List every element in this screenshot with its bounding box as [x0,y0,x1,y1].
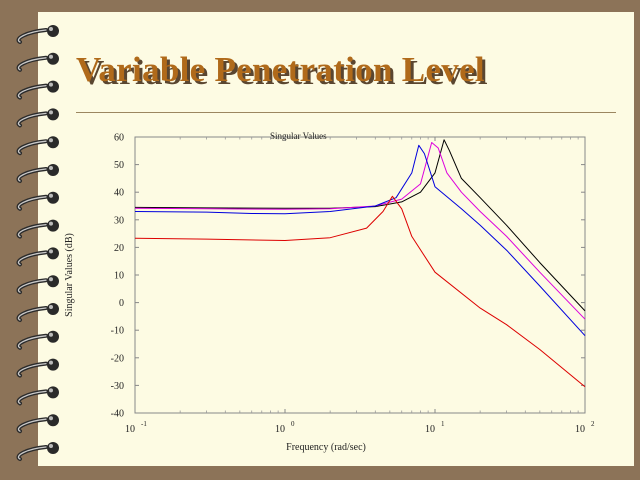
y-tick-label: 40 [114,188,124,199]
binding-coil [16,52,59,72]
y-axis-label: Singular Values (dB) [64,233,75,317]
y-tick-label: -30 [111,381,124,392]
x-tick-label: 10 [575,424,585,435]
x-tick-label: 10 [125,424,135,435]
chart-title: Singular Values [270,131,327,141]
y-tick-label: 10 [114,271,124,282]
y-tick-label: 30 [114,215,124,226]
binding-coil [16,247,59,267]
x-tick-label: 10 [425,424,435,435]
spiral-binding [16,25,59,461]
slide-background [38,12,634,466]
slide-title: Variable Penetration Level [76,50,485,89]
binding-coil [16,191,59,211]
series-line-4 [134,195,586,388]
binding-coil [16,164,59,183]
binding-coil [16,275,59,295]
y-tick-label: -10 [111,326,124,337]
binding-coil [16,414,59,434]
y-tick-label: -40 [111,409,124,420]
binding-coil [16,80,59,100]
x-tick-exponent: -1 [141,420,147,428]
y-tick-label: -20 [111,353,124,364]
binding-coil [16,303,59,322]
plot-area [134,136,586,414]
y-tick-label: 50 [114,160,124,171]
binding-coil [16,358,59,378]
binding-coil [16,136,59,156]
title-divider [76,112,616,113]
series-line-2 [134,142,586,320]
y-tick-label: 0 [119,298,124,309]
series-line-1 [134,139,586,312]
binding-coil [16,442,59,461]
series-line-3 [134,144,586,337]
binding-coil [16,25,59,44]
x-tick-label: 10 [275,424,285,435]
x-axis-label: Frequency (rad/sec) [286,442,366,453]
binding-coil [16,330,59,350]
x-tick-exponent: 0 [291,420,295,428]
y-tick-label: 20 [114,243,124,254]
binding-coil [16,219,59,239]
y-tick-label: 60 [114,133,124,144]
binding-coil [16,386,59,406]
x-tick-exponent: 1 [441,420,445,428]
binding-coil [16,108,59,128]
x-tick-exponent: 2 [591,420,595,428]
